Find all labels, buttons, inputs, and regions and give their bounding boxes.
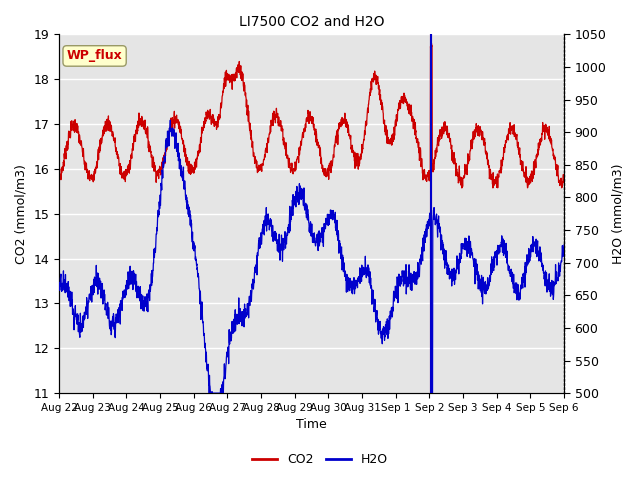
X-axis label: Time: Time (296, 419, 327, 432)
Text: WP_flux: WP_flux (67, 49, 122, 62)
Y-axis label: CO2 (mmol/m3): CO2 (mmol/m3) (15, 164, 28, 264)
Legend: CO2, H2O: CO2, H2O (247, 448, 393, 471)
Y-axis label: H2O (mmol/m3): H2O (mmol/m3) (612, 164, 625, 264)
Title: LI7500 CO2 and H2O: LI7500 CO2 and H2O (239, 15, 385, 29)
